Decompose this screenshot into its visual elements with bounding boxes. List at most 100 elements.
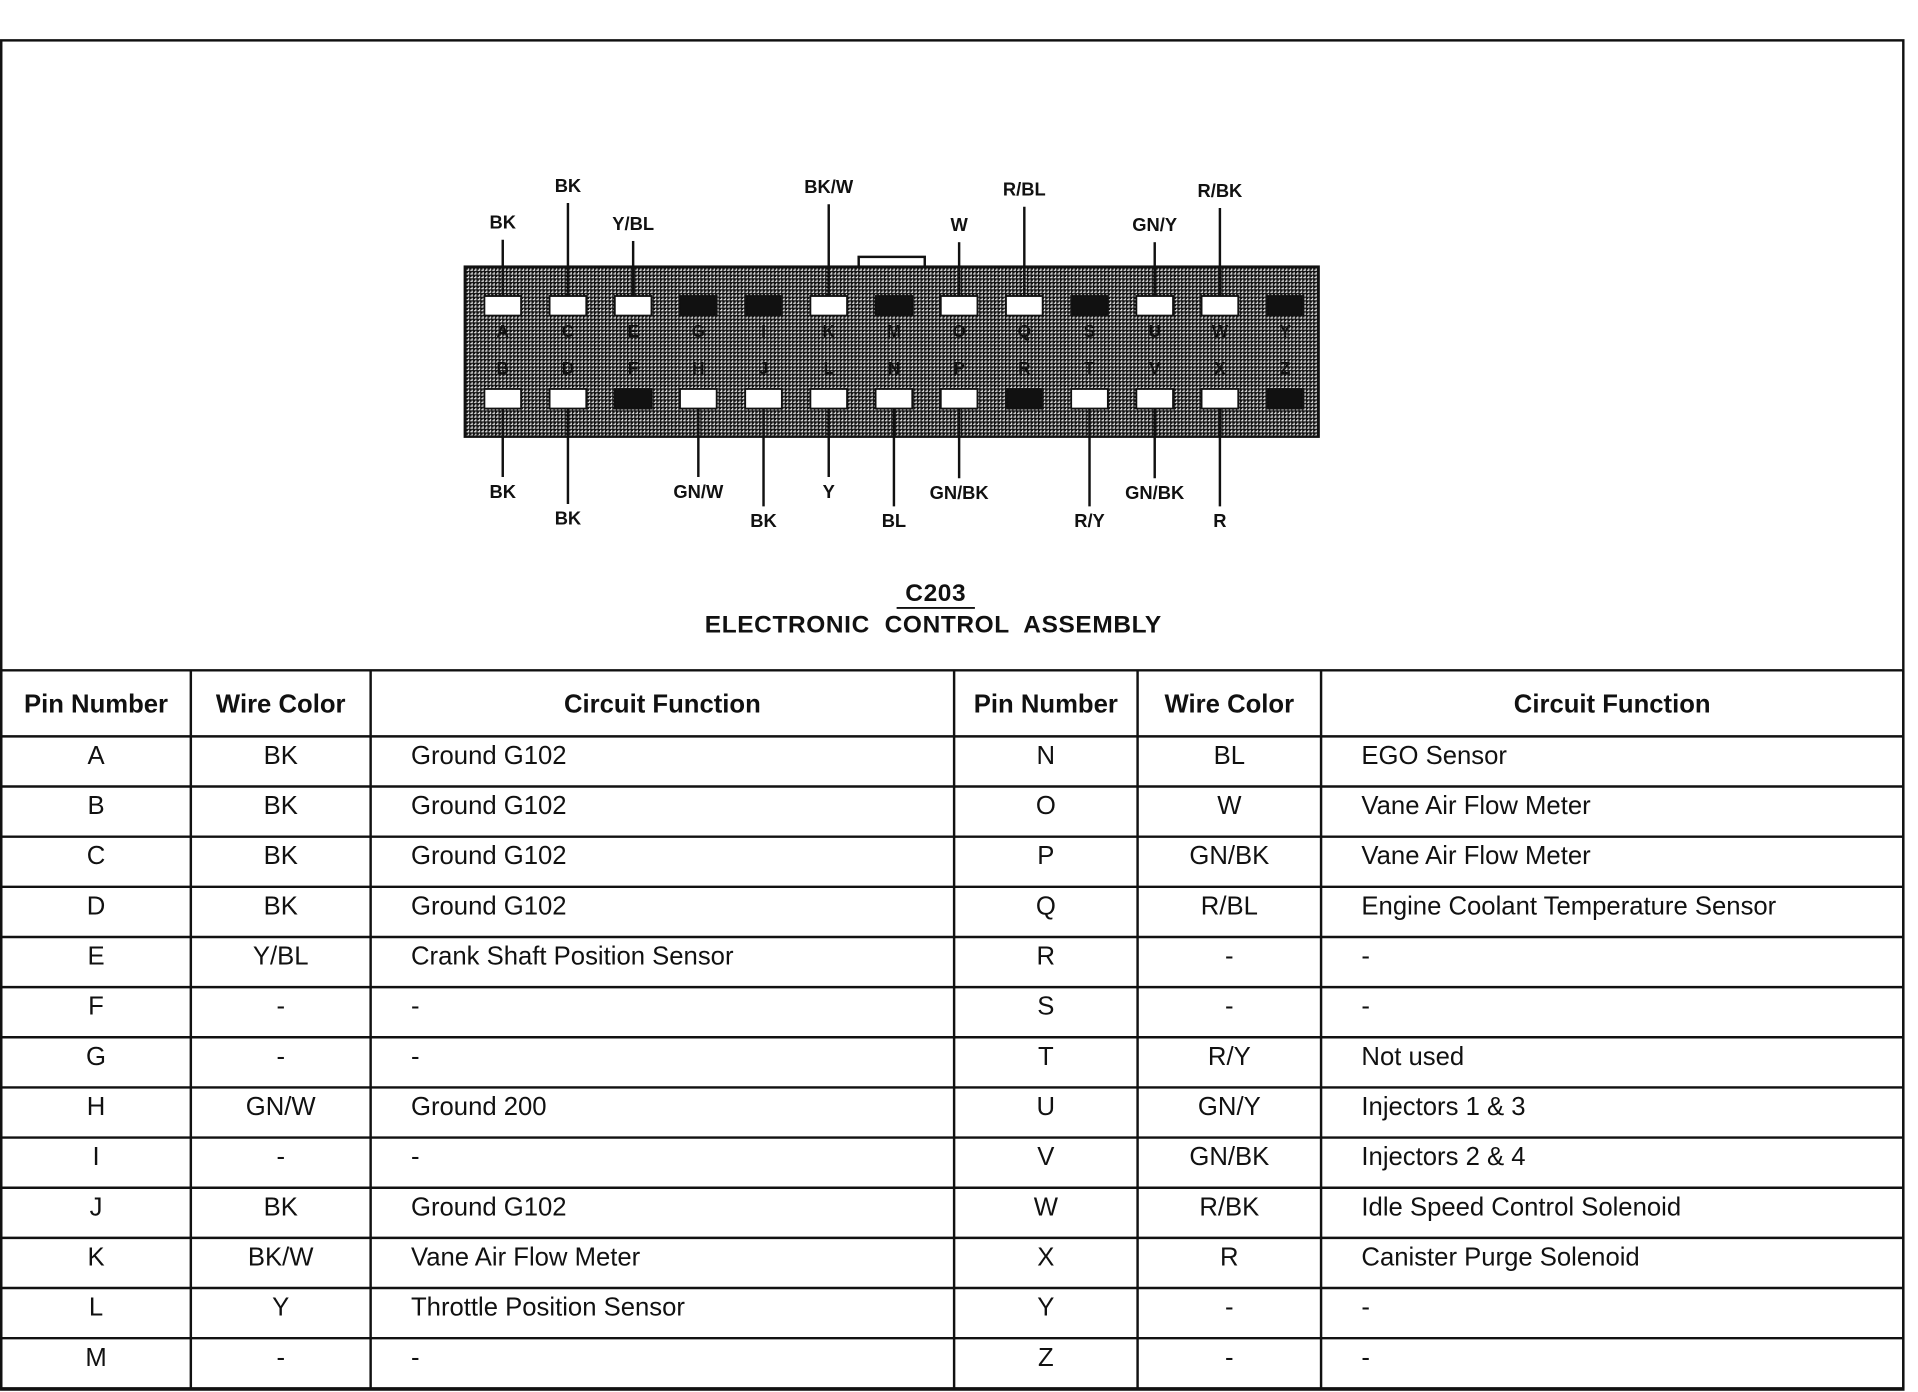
pin-number: W [1034, 1193, 1059, 1221]
wire-color: - [276, 1043, 285, 1071]
circuit-function: Ground 200 [411, 1093, 547, 1121]
circuit-function: - [411, 1043, 420, 1071]
circuit-function: Engine Coolant Temperature Sensor [1361, 892, 1776, 920]
pin-number: P [1037, 842, 1054, 870]
pin-number: G [86, 1043, 106, 1071]
pin-letter: A [497, 322, 509, 341]
pin-number: X [1037, 1243, 1054, 1271]
pin-letter: I [761, 322, 766, 341]
pin-number: N [1037, 742, 1056, 770]
circuit-function: - [1361, 993, 1370, 1021]
wire-color: BL [1214, 742, 1245, 770]
wire-color: Y/BL [253, 943, 309, 971]
pin-letter: G [692, 322, 705, 341]
pin [939, 388, 979, 410]
column-header: Circuit Function [1514, 691, 1711, 719]
pin-number: C [87, 842, 106, 870]
connector-title: ELECTRONIC CONTROL ASSEMBLY [705, 612, 1162, 639]
wire-color: GN/BK [1189, 842, 1269, 870]
pin-number: L [89, 1294, 103, 1322]
wire-color: GN/BK [1125, 482, 1185, 503]
circuit-function: Crank Shaft Position Sensor [411, 943, 734, 971]
pin-number: Z [1038, 1344, 1054, 1372]
pin-letter: R [1018, 359, 1030, 378]
pin [613, 295, 653, 317]
circuit-function: Ground G102 [411, 842, 567, 870]
pin-number: F [88, 993, 104, 1021]
pin-number: D [87, 892, 106, 920]
circuit-function: - [1361, 943, 1370, 971]
pin [1265, 388, 1305, 410]
wire-color: BK [264, 792, 298, 820]
circuit-function: Not used [1361, 1043, 1464, 1071]
circuit-function: - [411, 993, 420, 1021]
circuit-function: Vane Air Flow Meter [411, 1243, 641, 1271]
pin [1070, 388, 1109, 410]
wire-color: R [1220, 1243, 1239, 1271]
pin [744, 295, 783, 317]
connector-id: C203 [905, 580, 966, 607]
circuit-function: Injectors 2 & 4 [1361, 1143, 1525, 1171]
pin-letter: K [823, 322, 836, 341]
wire-color: R/Y [1074, 510, 1105, 531]
pin-letter: Z [1280, 359, 1290, 378]
pin-number: M [85, 1344, 106, 1372]
pin-number: Y [1037, 1294, 1054, 1322]
wire-color: - [276, 993, 285, 1021]
circuit-function: - [1361, 1344, 1370, 1372]
pin-number: I [92, 1143, 99, 1171]
pin [483, 388, 523, 410]
pin-number: S [1037, 993, 1054, 1021]
circuit-function: Canister Purge Solenoid [1361, 1243, 1639, 1271]
wire-color: R/BL [1201, 892, 1258, 920]
pin-letter: Q [1018, 322, 1031, 341]
wire-color: GN/Y [1198, 1093, 1261, 1121]
pin-number: B [87, 792, 104, 820]
wire-color: GN/Y [1132, 214, 1177, 235]
wire-color: BK [555, 175, 582, 196]
pin-letter: H [692, 359, 704, 378]
pin [809, 388, 848, 410]
wire-color: BK [750, 510, 777, 531]
wire-color: R/BK [1199, 1193, 1259, 1221]
circuit-function: - [411, 1143, 420, 1171]
pin-number: J [90, 1193, 103, 1221]
pin-letter: B [497, 359, 509, 378]
wire-color: GN/BK [930, 482, 990, 503]
wire-color: R/Y [1208, 1043, 1251, 1071]
column-header: Circuit Function [564, 691, 761, 719]
wire-color: R/BL [1003, 179, 1046, 200]
wire-color: BK [264, 892, 298, 920]
circuit-function: Vane Air Flow Meter [1361, 842, 1591, 870]
pin-letter: S [1084, 322, 1095, 341]
wire-color: BK/W [248, 1243, 314, 1271]
circuit-function: - [1361, 1294, 1370, 1322]
pin-number: K [87, 1243, 104, 1271]
column-header: Pin Number [974, 691, 1118, 719]
pin-table: Pin Number Wire Color Circuit Function Pin … [0, 669, 1905, 1390]
pin-letter: F [628, 359, 638, 378]
wire-color: - [1225, 943, 1234, 971]
column-header: Wire Color [216, 691, 346, 719]
pin-number: A [87, 742, 105, 770]
pin-number: E [87, 943, 104, 971]
wire-color: GN/BK [1189, 1143, 1269, 1171]
wire-color: BK [264, 742, 298, 770]
pin-number: O [1036, 792, 1056, 820]
pin-number: Q [1036, 892, 1056, 920]
wire-color: Y [823, 481, 835, 502]
pin-letter: P [953, 359, 964, 378]
pin-number: U [1037, 1093, 1056, 1121]
pin [483, 295, 523, 317]
pin [1200, 388, 1240, 410]
wire-color: W [950, 214, 968, 235]
wire-color: BK [490, 481, 517, 502]
pin-letter: U [1149, 322, 1161, 341]
pin-number: R [1037, 943, 1056, 971]
circuit-function: Vane Air Flow Meter [1361, 792, 1591, 820]
pin-letter: L [824, 359, 834, 378]
pin-letter: O [952, 322, 965, 341]
pin-letter: N [888, 359, 900, 378]
wire-color: - [1225, 1344, 1234, 1372]
pin [1005, 388, 1044, 410]
